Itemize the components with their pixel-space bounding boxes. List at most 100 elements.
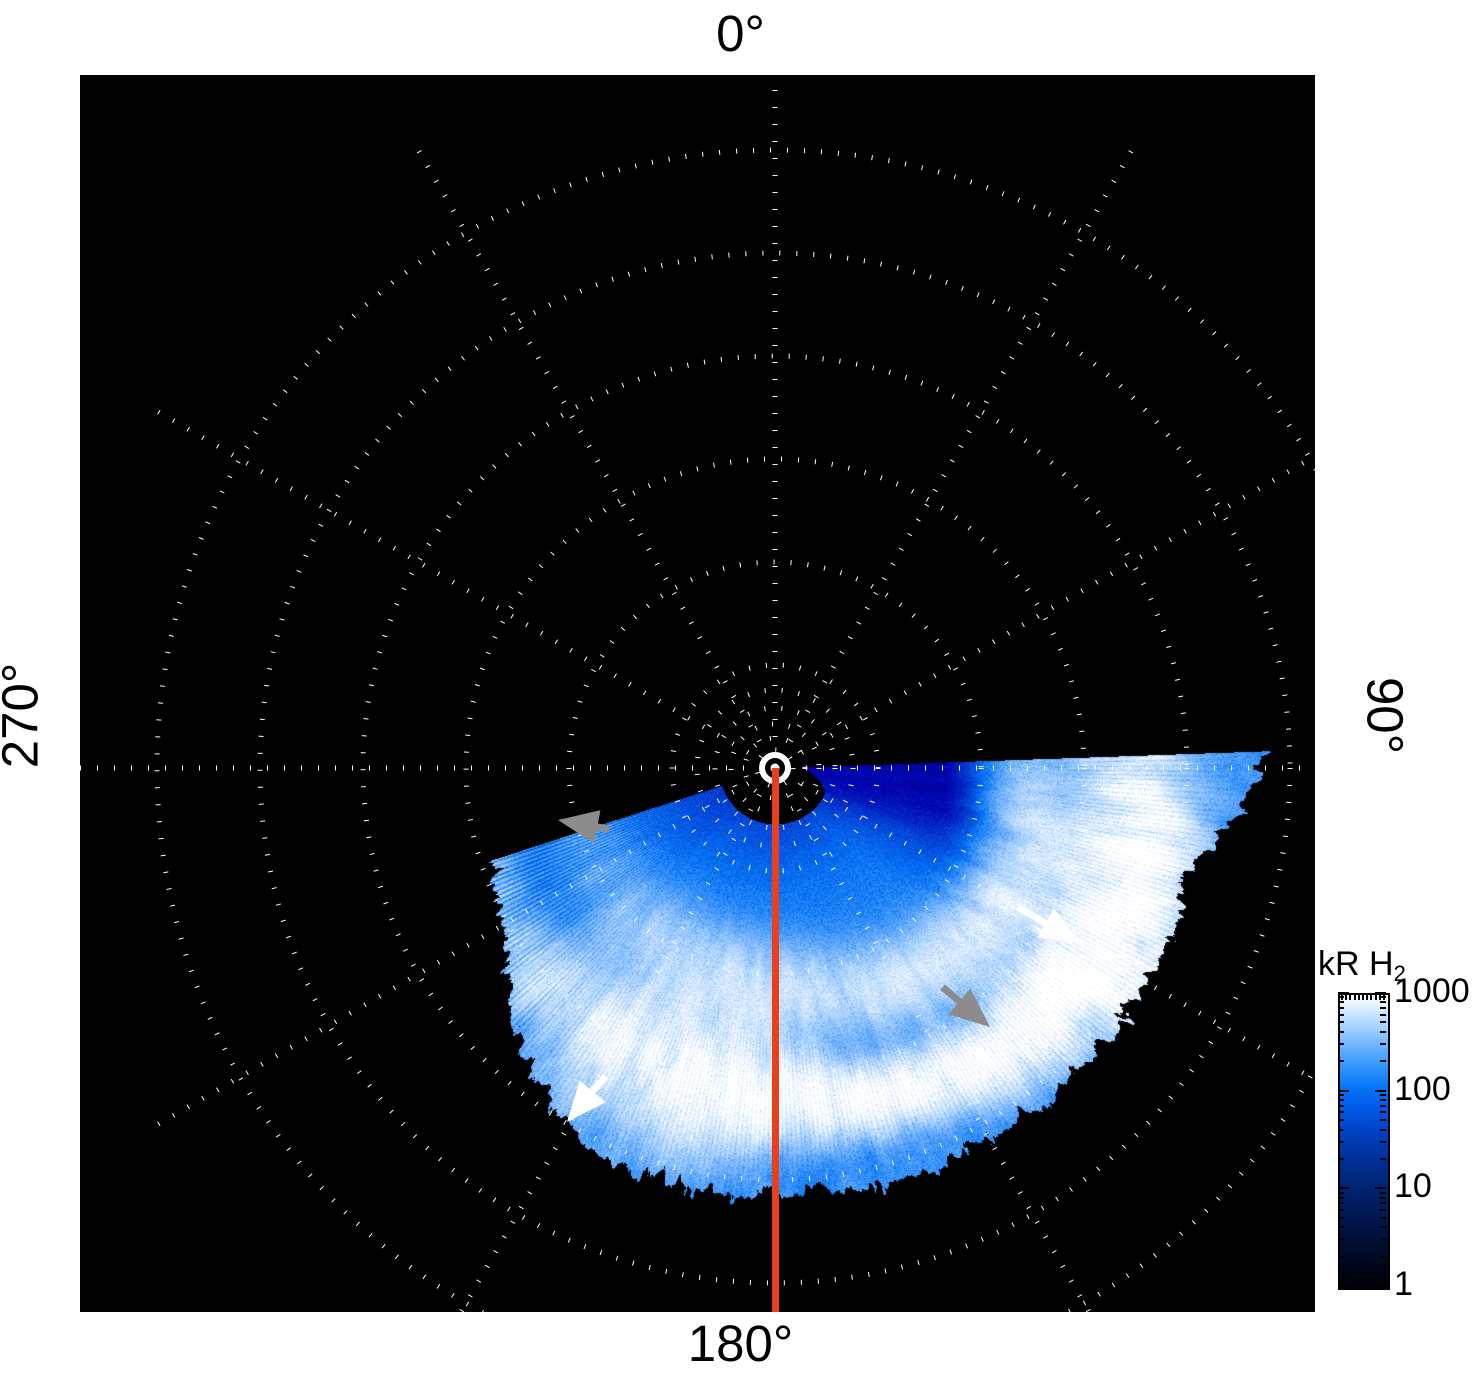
colorbar-minor-tick bbox=[1338, 1216, 1344, 1219]
colorbar-minor-tick bbox=[1380, 1128, 1386, 1131]
colorbar-minor-tick bbox=[1338, 1099, 1344, 1102]
grid-ring-inner bbox=[712, 705, 838, 831]
colorbar-minor-tick bbox=[1380, 1043, 1386, 1046]
colorbar-minor-tick bbox=[1380, 1202, 1386, 1205]
colorbar-major-tick bbox=[1375, 1285, 1386, 1287]
grid-ring-inner bbox=[694, 687, 856, 849]
colorbar-top-tick bbox=[1378, 993, 1381, 1000]
colorbar-minor-tick bbox=[1380, 1157, 1386, 1160]
colorbar-minor-tick bbox=[1338, 1094, 1344, 1097]
colorbar-minor-tick bbox=[1338, 1013, 1344, 1016]
colorbar-minor-tick bbox=[1338, 1255, 1344, 1258]
colorbar-minor-tick bbox=[1338, 1196, 1344, 1199]
grid-ring-inner bbox=[728, 721, 822, 815]
gray-arrow-lower-right-head bbox=[948, 988, 990, 1027]
colorbar-tick-label: 1000 bbox=[1394, 972, 1470, 1010]
colorbar-top-tick bbox=[1349, 993, 1352, 1000]
colorbar-minor-tick bbox=[1380, 1119, 1386, 1122]
colorbar-minor-tick bbox=[1380, 1060, 1386, 1063]
colorbar-top-tick bbox=[1353, 993, 1356, 1000]
colorbar-top-tick bbox=[1345, 993, 1348, 1000]
grid-spoke bbox=[408, 136, 771, 758]
colorbar-minor-tick bbox=[1380, 1111, 1386, 1114]
grid-spoke bbox=[143, 401, 765, 764]
colorbar-top-tick bbox=[1362, 993, 1364, 1000]
colorbar-minor-tick bbox=[1338, 1111, 1344, 1114]
colorbar-major-tick bbox=[1338, 1089, 1349, 1092]
grid-spoke bbox=[779, 778, 1092, 1312]
colorbar-minor-tick bbox=[1380, 1013, 1386, 1016]
colorbar-minor-tick bbox=[1380, 1209, 1386, 1211]
colorbar-minor-tick bbox=[1338, 1119, 1344, 1122]
colorbar-minor-tick bbox=[1380, 1007, 1386, 1010]
colorbar-minor-tick bbox=[1380, 1099, 1386, 1102]
gray-arrow-upper-left-head bbox=[558, 810, 601, 844]
colorbar-minor-tick bbox=[1338, 1021, 1344, 1024]
colorbar-minor-tick bbox=[1380, 1226, 1386, 1229]
colorbar-title-subscript: 2 bbox=[1393, 961, 1406, 987]
azimuth-label-270: 270° bbox=[0, 662, 49, 769]
colorbar-tick-label: 1 bbox=[1394, 1265, 1413, 1303]
colorbar-minor-tick bbox=[1338, 1157, 1344, 1160]
grid-spoke bbox=[785, 453, 1315, 764]
aurora-emission-raster bbox=[80, 75, 1315, 1312]
colorbar-minor-tick bbox=[1380, 1191, 1386, 1194]
azimuth-label-180: 180° bbox=[687, 1315, 794, 1372]
grid-ring-inner bbox=[742, 735, 808, 801]
colorbar-minor-tick bbox=[1338, 1226, 1344, 1229]
colorbar-minor-tick bbox=[1338, 1238, 1344, 1241]
colorbar-top-tick bbox=[1341, 993, 1343, 1000]
colorbar-top-tick bbox=[1370, 993, 1373, 1000]
colorbar-minor-tick bbox=[1338, 1001, 1344, 1004]
colorbar-minor-tick bbox=[1380, 1094, 1386, 1097]
colorbar-minor-tick bbox=[1338, 1140, 1344, 1143]
colorbar-minor-tick bbox=[1380, 1216, 1386, 1219]
colorbar: kR H2 1000 100 10 1 bbox=[1318, 945, 1478, 1315]
colorbar-top-tick bbox=[1374, 993, 1377, 1000]
colorbar-minor-tick bbox=[1380, 1104, 1386, 1107]
colorbar-tick-label: 100 bbox=[1394, 1069, 1451, 1108]
colorbar-minor-tick bbox=[1338, 1030, 1344, 1033]
colorbar-minor-tick bbox=[1380, 1255, 1386, 1258]
grid-spoke bbox=[785, 772, 1315, 1083]
grid-spoke bbox=[779, 136, 1142, 758]
white-arrow-right-head bbox=[1036, 908, 1080, 943]
grid-ring bbox=[257, 250, 1293, 1286]
colorbar-minor-tick bbox=[1338, 1128, 1344, 1131]
colorbar-minor-tick bbox=[1380, 1030, 1386, 1033]
colorbar-minor-tick bbox=[1338, 1060, 1344, 1063]
colorbar-minor-tick bbox=[1338, 1007, 1344, 1010]
colorbar-top-tick bbox=[1383, 993, 1385, 1000]
colorbar-major-tick bbox=[1338, 1187, 1349, 1190]
meridian-180-line bbox=[772, 768, 779, 1312]
colorbar-major-tick bbox=[1338, 992, 1349, 994]
colorbar-major-tick bbox=[1375, 1089, 1386, 1092]
grid-ring bbox=[463, 456, 1087, 1080]
colorbar-minor-tick bbox=[1338, 1104, 1344, 1107]
colorbar-top-tick bbox=[1357, 993, 1360, 1000]
colorbar-title-text: kR H bbox=[1318, 945, 1394, 983]
colorbar-minor-tick bbox=[1338, 1191, 1344, 1194]
colorbar-minor-tick bbox=[1380, 1001, 1386, 1004]
colorbar-tick-label: 10 bbox=[1394, 1167, 1432, 1206]
colorbar-minor-tick bbox=[1380, 1021, 1386, 1024]
annotation-arrows bbox=[558, 810, 1080, 1122]
colorbar-major-tick bbox=[1375, 1187, 1386, 1190]
grid-spoke bbox=[143, 772, 765, 1135]
colorbar-top-tick bbox=[1366, 993, 1369, 1000]
colorbar-title: kR H2 bbox=[1318, 945, 1406, 987]
azimuth-label-0: 0° bbox=[716, 5, 765, 62]
azimuth-label-90: 90° bbox=[1356, 676, 1414, 755]
colorbar-minor-tick bbox=[1380, 1238, 1386, 1241]
colorbar-minor-tick bbox=[1338, 1043, 1344, 1046]
colorbar-minor-tick bbox=[1380, 1140, 1386, 1143]
grid-ring bbox=[669, 662, 881, 874]
colorbar-major-tick bbox=[1338, 1285, 1349, 1287]
grid-ring-inner bbox=[754, 747, 796, 789]
polar-plot-panel bbox=[80, 75, 1315, 1312]
colorbar-minor-tick bbox=[1380, 1196, 1386, 1199]
colorbar-minor-tick bbox=[1338, 1202, 1344, 1205]
colorbar-minor-tick bbox=[1338, 1209, 1344, 1211]
white-arrow-lower-left-head bbox=[567, 1080, 606, 1122]
